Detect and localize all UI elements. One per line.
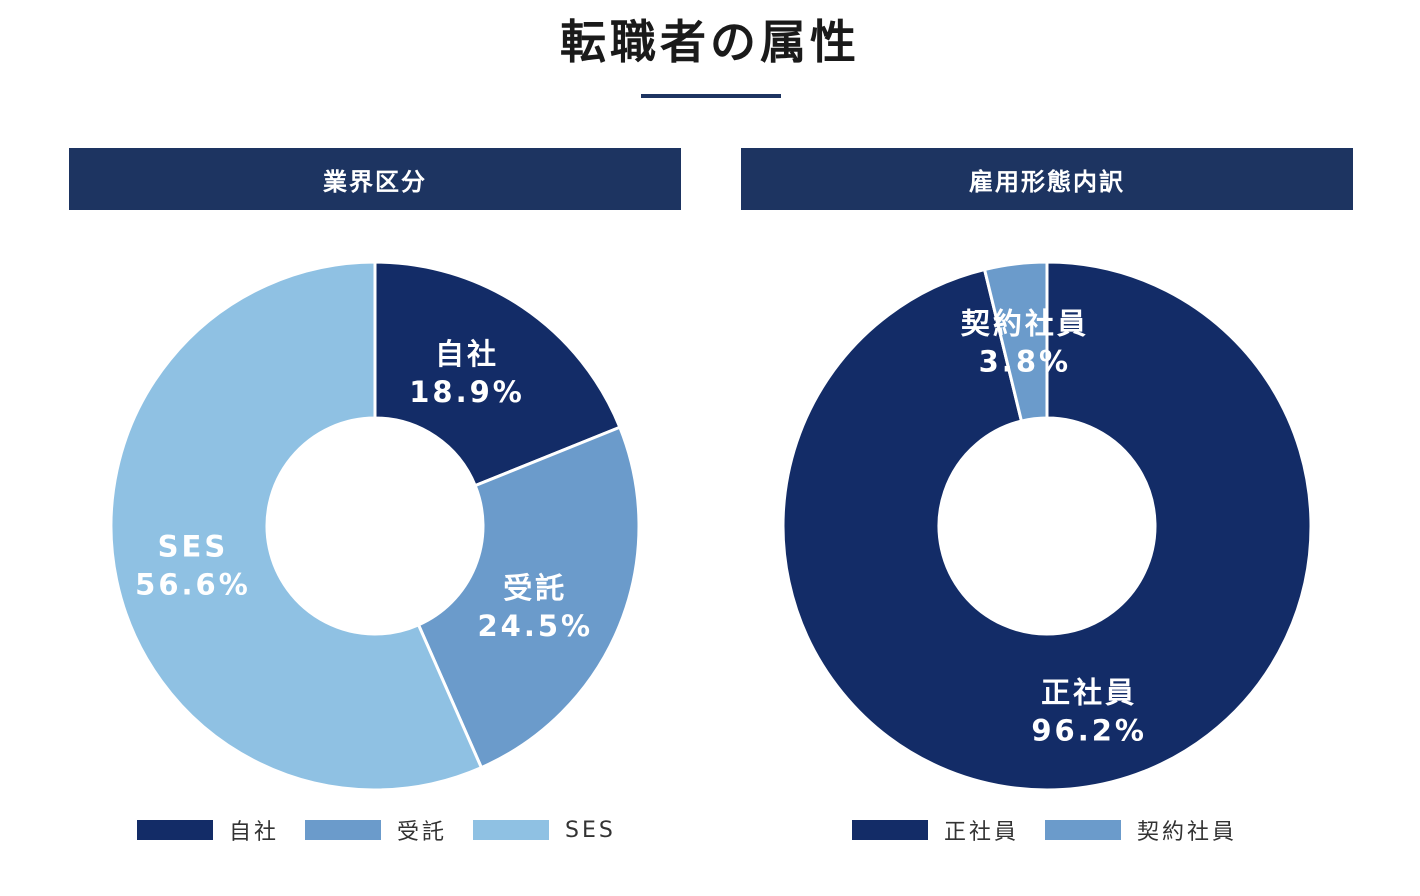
industry-legend-swatch-0 [137,820,213,840]
employment-chart-header: 雇用形態内訳 [741,148,1353,210]
industry-slice-0 [373,260,622,488]
industry-legend-item-0: 自社 [137,814,279,846]
employment-slice-value-0: 96.2% [1031,714,1147,748]
employment-legend: 正社員 契約社員 [852,814,1237,846]
industry-legend-swatch-2 [473,820,550,840]
industry-slice-value-0: 18.9% [409,375,525,409]
industry-legend: 自社 受託 SES [137,814,616,846]
employment-legend-item-1: 契約社員 [1045,814,1237,846]
employment-legend-item-0: 正社員 [852,814,1019,846]
employment-slice-1 [982,260,1049,423]
industry-legend-label-0: 自社 [229,820,280,845]
employment-legend-label-1: 契約社員 [1137,820,1238,845]
industry-slice-value-1: 24.5% [477,609,593,643]
industry-slice-label-0: 自社 [435,337,499,371]
industry-slice-value-2: 56.6% [135,567,251,601]
page-title: 転職者の属性 [560,15,860,69]
title-underline [641,94,781,98]
industry-chart-header: 業界区分 [69,148,681,210]
employment-legend-swatch-1 [1045,820,1122,840]
industry-legend-label-1: 受託 [397,820,448,845]
employment-slice-value-1: 3.8% [979,344,1071,378]
industry-slice-1 [416,425,641,770]
industry-legend-swatch-1 [305,820,382,840]
industry-slice-2 [109,260,484,792]
industry-legend-label-2: SES [565,817,616,843]
employment-slice-0 [781,260,1313,792]
employment-legend-swatch-0 [852,820,928,840]
industry-slice-label-2: SES [158,529,229,563]
employment-slice-label-0: 正社員 [1041,676,1137,710]
industry-legend-item-2: SES [473,818,616,843]
industry-chart-title: 業界区分 [323,167,427,196]
industry-slice-label-1: 受託 [503,571,567,605]
industry-legend-item-1: 受託 [305,814,447,846]
employment-slice-label-1: 契約社員 [961,306,1089,340]
employment-legend-label-0: 正社員 [944,820,1020,845]
employment-chart-title: 雇用形態内訳 [969,167,1125,196]
